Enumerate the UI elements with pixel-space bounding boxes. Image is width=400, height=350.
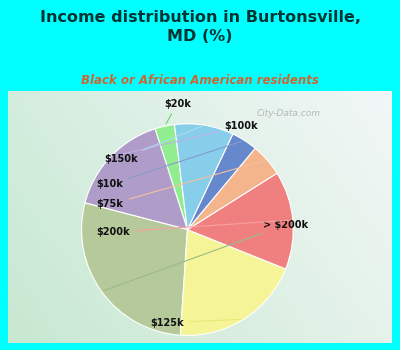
Wedge shape bbox=[180, 230, 286, 335]
Text: > $200k: > $200k bbox=[104, 219, 308, 290]
Text: $200k: $200k bbox=[97, 220, 290, 237]
Text: $125k: $125k bbox=[150, 318, 241, 328]
Text: City-Data.com: City-Data.com bbox=[257, 108, 321, 118]
Wedge shape bbox=[155, 125, 187, 230]
Wedge shape bbox=[82, 203, 187, 335]
Wedge shape bbox=[187, 134, 255, 230]
Text: $10k: $10k bbox=[97, 141, 242, 189]
Text: $150k: $150k bbox=[104, 126, 202, 164]
Wedge shape bbox=[187, 173, 293, 269]
Wedge shape bbox=[174, 124, 233, 230]
Wedge shape bbox=[187, 148, 277, 230]
Text: $20k: $20k bbox=[164, 99, 191, 124]
Text: Black or African American residents: Black or African American residents bbox=[81, 74, 319, 86]
Text: Income distribution in Burtonsville,
MD (%): Income distribution in Burtonsville, MD … bbox=[40, 10, 360, 44]
Text: $75k: $75k bbox=[97, 161, 264, 209]
Text: $100k: $100k bbox=[113, 121, 258, 156]
Wedge shape bbox=[85, 129, 187, 230]
